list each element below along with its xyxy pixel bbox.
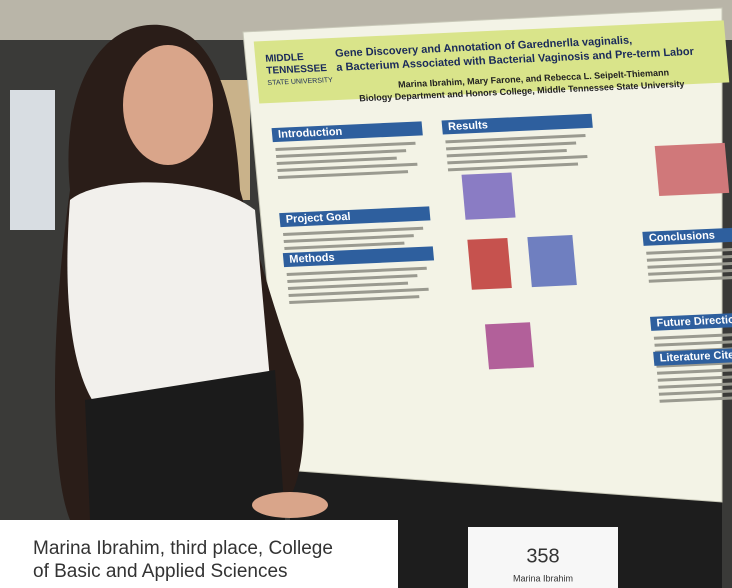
text-block [659,393,732,403]
text-block [658,386,732,396]
placard-number: 358 [526,545,559,567]
skirt [85,370,285,520]
caption-box [0,520,398,588]
caption-line: of Basic and Applied Sciences [33,561,288,582]
text-block [445,134,586,144]
text-block [276,156,397,166]
text-block [286,266,427,277]
section-header: Literature Cited [659,349,732,365]
placard [468,527,618,588]
section-header-bar [642,225,732,246]
blouse [67,182,270,420]
section-header: Methods [289,252,335,266]
text-block [657,372,732,382]
text-block [284,241,405,251]
text-block [288,287,429,298]
section-header: Introduction [278,126,343,141]
text-block [277,170,409,180]
text-block [445,141,577,151]
section-header-bar [279,206,431,228]
text-block [654,337,732,347]
text-block [648,266,732,276]
text-block [646,252,732,262]
section-header-bar [653,345,732,366]
logo-text: STATE UNIVERSITY [267,77,333,87]
face [123,45,213,165]
text-block [447,162,579,172]
back-poster [10,90,55,230]
section-header: Conclusions [648,230,715,245]
placard-name: Marina Ibrahim [513,573,573,583]
figure [485,322,535,370]
figure [654,142,730,196]
section-header: Results [448,119,489,133]
text-block [646,245,732,255]
section-header: Future Directions [656,313,732,329]
text-block [446,148,567,158]
section-header-bar [282,246,435,268]
hand [252,492,328,518]
text-block [656,365,732,375]
text-block [658,380,732,389]
caption-line: Marina Ibrahim, third place, College [33,538,333,559]
section-header-bar [271,121,423,143]
figure [461,172,516,220]
text-block [653,330,732,340]
text-block [283,226,424,237]
logo-text: MIDDLE [265,52,305,65]
text-block [287,274,418,284]
text-block [289,295,420,305]
section-header: Project Goal [285,211,351,226]
text-block [283,234,414,244]
figure [467,237,512,290]
logo-text: TENNESSEE [266,63,328,77]
figure [527,235,577,288]
text-block [656,358,732,368]
section-header-bar [441,113,593,135]
text-block [277,162,418,173]
text-block [648,273,732,283]
text-block [647,260,732,269]
text-block [287,281,409,291]
section-header-bar [650,310,732,331]
poster: MIDDLE TENNESSEE STATE UNIVERSITY Gene D… [253,20,732,403]
text-block [275,141,416,152]
text-block [447,155,588,165]
title-band [253,20,730,104]
text-block [275,149,407,159]
